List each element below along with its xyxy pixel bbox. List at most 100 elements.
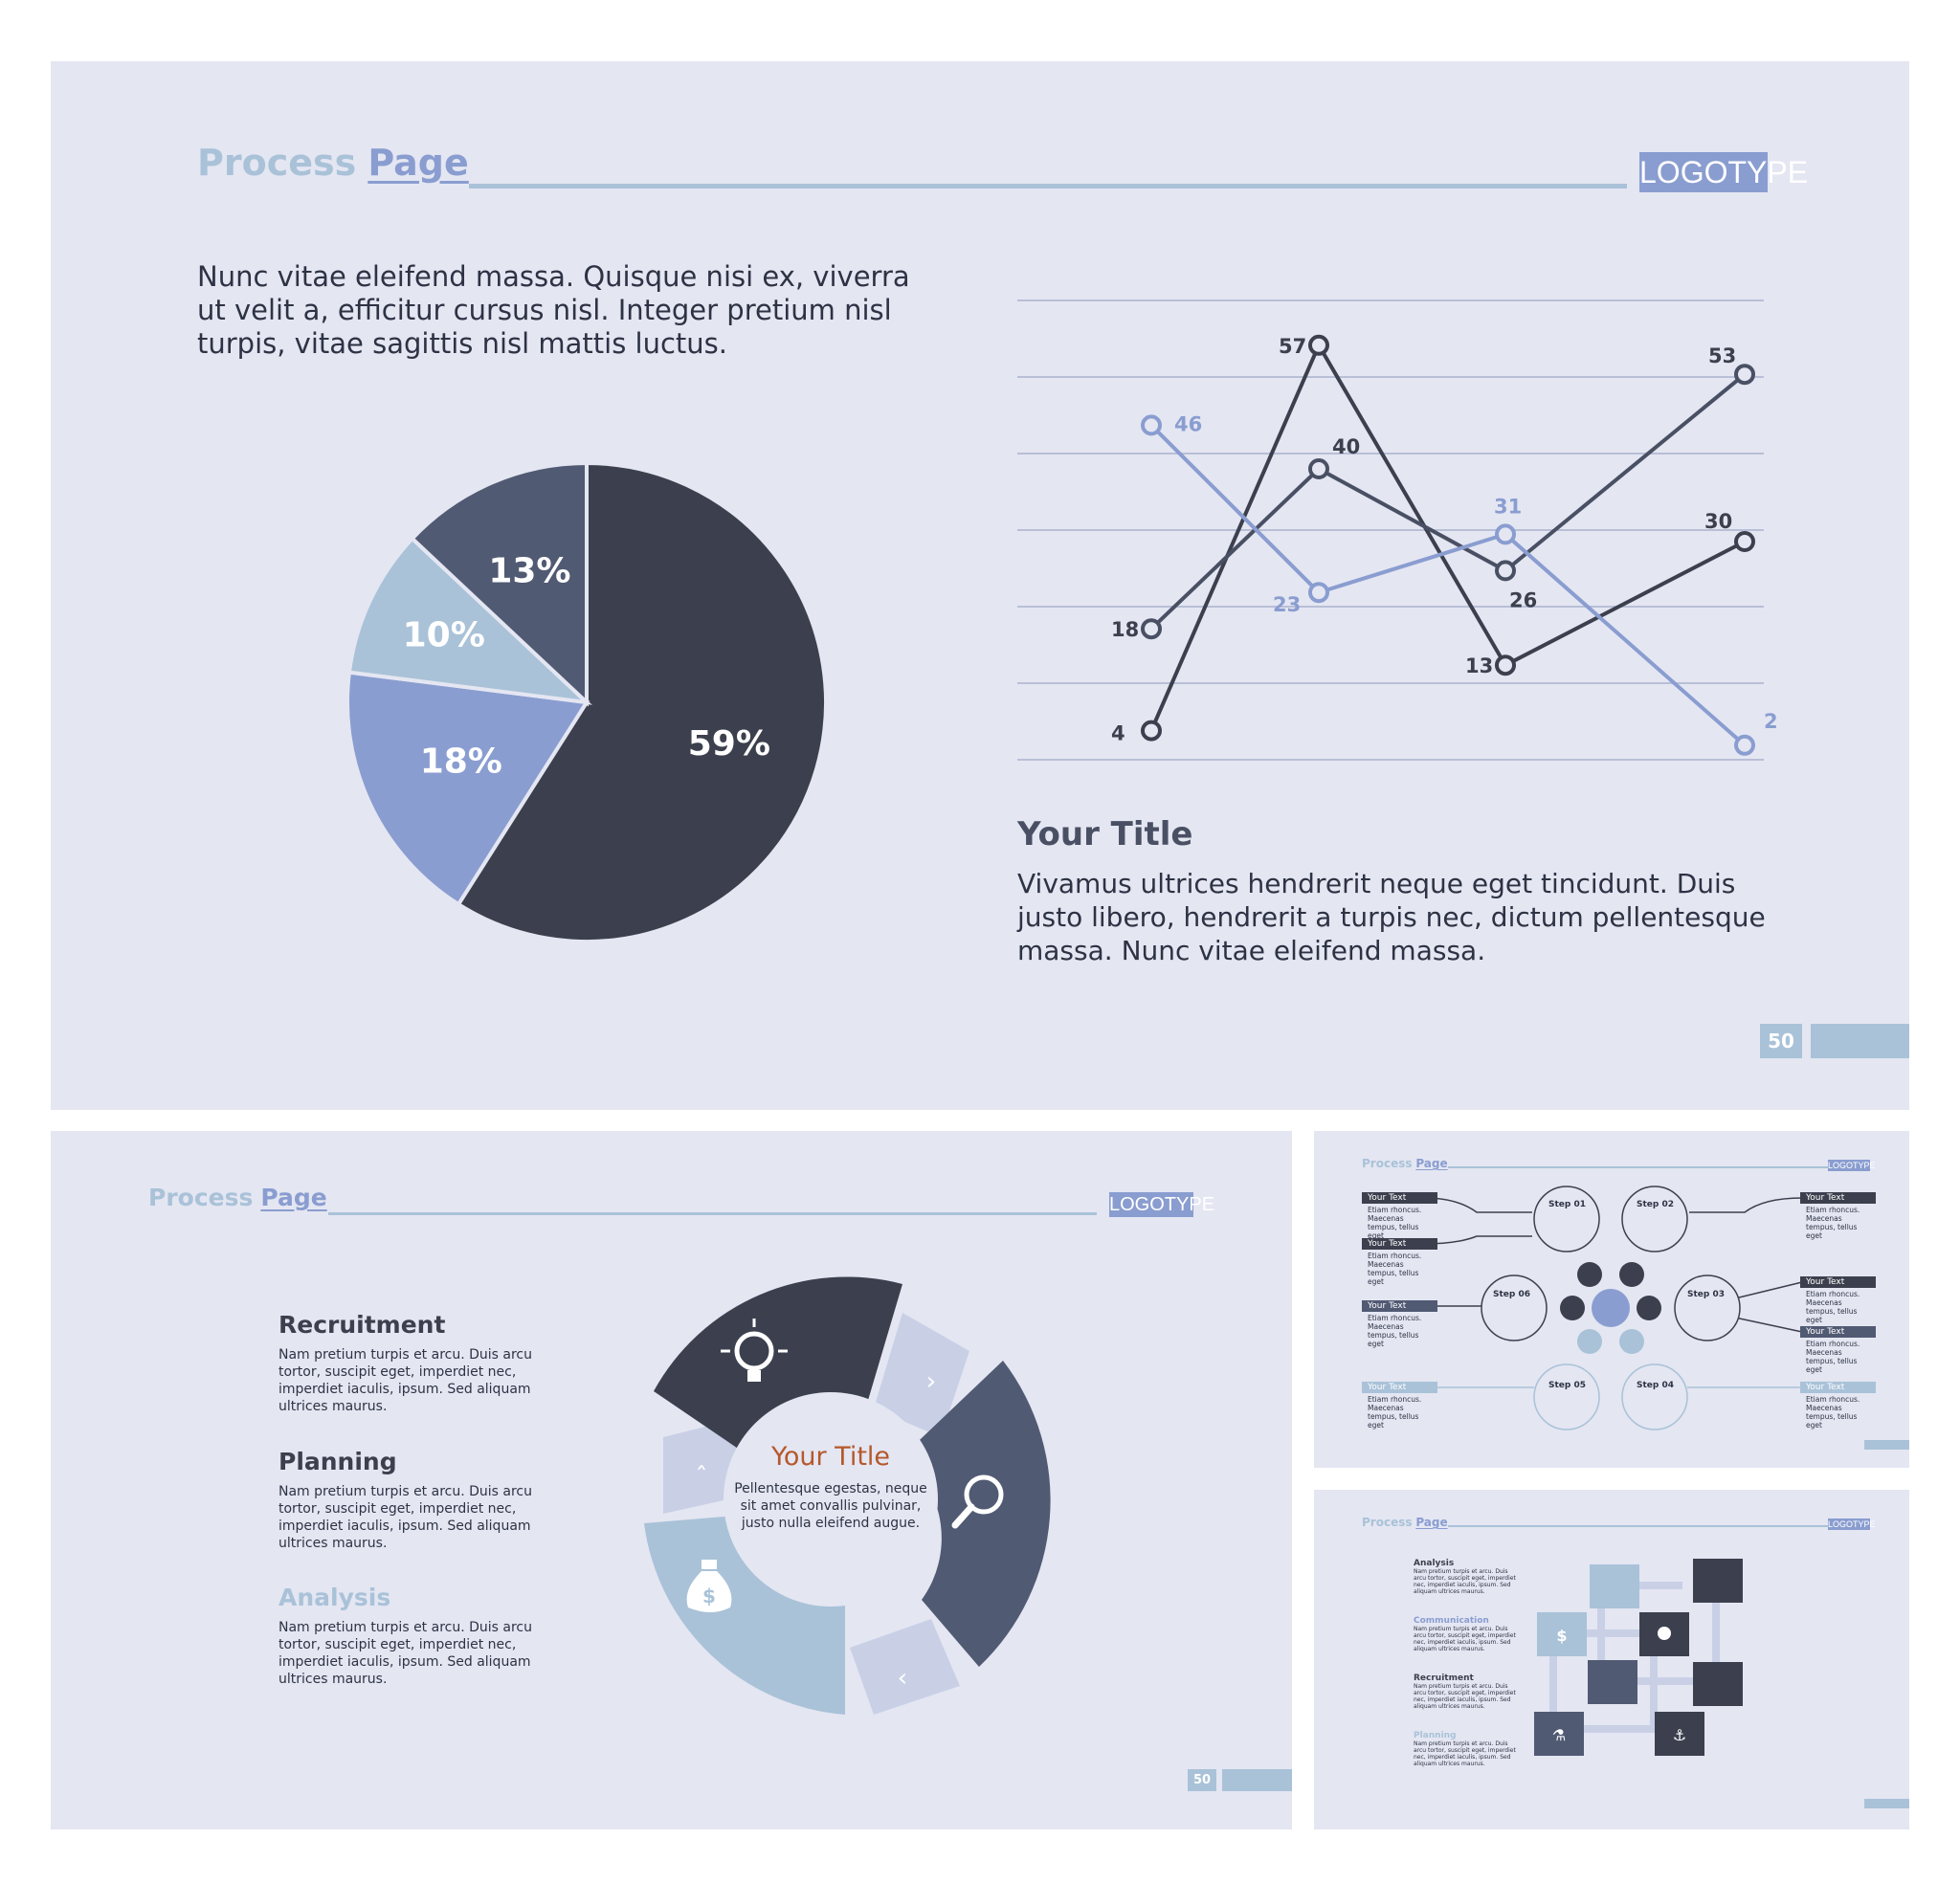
section-title: Your Title — [1017, 815, 1193, 853]
page-bar — [1222, 1769, 1292, 1791]
data-label: 13 — [1465, 654, 1493, 677]
item-body: Nam pretium turpis et arcu. Duis arcu to… — [278, 1347, 533, 1414]
lightbulb-icon — [1577, 1262, 1602, 1287]
item-body: Nam pretium turpis et arcu. Duis arcu to… — [1414, 1626, 1516, 1652]
page-bar — [1864, 1799, 1909, 1808]
line-labels: 4 57 13 30 18 40 26 53 46 23 31 2 — [1111, 335, 1778, 745]
data-label: 23 — [1273, 593, 1301, 616]
center-title: Your Title — [770, 1442, 891, 1472]
cycle-slide: Process Page LOGOTYPE Recruitment Nam pr… — [51, 1131, 1292, 1829]
segment-bottom — [644, 1514, 845, 1715]
page-bar — [1811, 1024, 1909, 1058]
title-part-process: Process — [197, 142, 357, 184]
pencil-icon — [1619, 1262, 1644, 1287]
cube-dark — [1693, 1559, 1743, 1603]
steps-diagram — [1423, 1186, 1803, 1430]
pie-slice-label: 10% — [403, 616, 485, 655]
your-text-label: Your Text — [1362, 1382, 1437, 1393]
step-bubble-02 — [1621, 1186, 1688, 1252]
your-text-snippet: Etiam rhoncus. Maecenas tempus, tellus e… — [1806, 1340, 1860, 1374]
pie-labels: 59% 18% 10%13% — [403, 551, 770, 781]
series-point — [1308, 458, 1329, 479]
title-rule — [1448, 1525, 1848, 1527]
pie-chart: 59% 18% 10%13% — [345, 460, 828, 943]
segment-top — [654, 1276, 902, 1456]
cube-mid — [1588, 1660, 1637, 1704]
logotype: LOGOTYPE — [1639, 152, 1808, 192]
item-body: Nam pretium turpis et arcu. Duis arcu to… — [1414, 1683, 1516, 1710]
cube-item-communication: Communication Nam pretium turpis et arcu… — [1414, 1616, 1519, 1652]
line-grid — [1017, 299, 1764, 761]
cube-item-recruitment: Recruitment Nam pretium turpis et arcu. … — [1414, 1673, 1519, 1710]
section-body: Vivamus ultrices hendrerit neque eget ti… — [1017, 868, 1766, 966]
item-body: Nam pretium turpis et arcu. Duis arcu to… — [1414, 1568, 1516, 1595]
series-line — [1149, 423, 1747, 747]
item-heading: Recruitment — [278, 1311, 446, 1339]
step-label: Step 02 — [1637, 1200, 1674, 1209]
cube-dark — [1693, 1662, 1743, 1706]
title-part-process: Process — [1362, 1516, 1413, 1529]
series-point — [1734, 531, 1755, 552]
connector-line — [1734, 1281, 1803, 1299]
cube-dark-anchor — [1655, 1712, 1704, 1756]
your-text-label: Your Text — [1800, 1192, 1876, 1204]
series-line — [1149, 341, 1746, 732]
your-text-snippet: Etiam rhoncus. Maecenas tempus, tellus e… — [1368, 1252, 1422, 1286]
steps-slide: Process Page LOGOTYPE — [1314, 1131, 1909, 1468]
connector-arrow-right — [874, 1313, 969, 1437]
page-number: 50 — [1760, 1024, 1802, 1058]
pie-slice — [345, 670, 590, 907]
pie-slice — [456, 460, 828, 943]
pie-slice-label: 59% — [688, 724, 770, 764]
your-text-snippet: Etiam rhoncus. Maecenas tempus, tellus e… — [1368, 1395, 1422, 1430]
series-point — [1308, 582, 1329, 604]
line-series — [1141, 334, 1755, 756]
logotype: LOGOTYPE — [1828, 1518, 1876, 1530]
your-text-label: Your Text — [1800, 1382, 1876, 1393]
step-label: Step 03 — [1687, 1290, 1725, 1299]
series-point — [1141, 720, 1162, 742]
title-part-page: Page — [260, 1184, 327, 1211]
slide-title: Process Page — [1362, 1157, 1448, 1170]
center-body: Pellentesque egestas, neque sit amet con… — [734, 1481, 927, 1531]
data-label: 31 — [1494, 495, 1522, 518]
your-text-label: Your Text — [1362, 1238, 1437, 1250]
item-body: Nam pretium turpis et arcu. Duis arcu to… — [1414, 1740, 1516, 1767]
svg-text:$: $ — [702, 1585, 716, 1607]
step-label: Step 04 — [1637, 1381, 1674, 1390]
lightbulb-icon — [721, 1319, 788, 1382]
pie-slice — [346, 536, 592, 705]
slide-title: Process Page — [148, 1184, 327, 1211]
item-body: Nam pretium turpis et arcu. Duis arcu to… — [278, 1620, 533, 1687]
series-point — [1141, 618, 1162, 640]
data-label: 26 — [1509, 588, 1537, 611]
data-label: 57 — [1279, 335, 1306, 358]
your-text-snippet: Etiam rhoncus. Maecenas tempus, tellus e… — [1806, 1395, 1860, 1430]
item-recruitment: Recruitment Nam pretium turpis et arcu. … — [278, 1311, 556, 1415]
cube-light-money — [1537, 1612, 1587, 1656]
step-bubble-06 — [1481, 1274, 1548, 1341]
title-rule — [469, 184, 1627, 188]
item-analysis: Analysis Nam pretium turpis et arcu. Dui… — [278, 1584, 556, 1688]
page-bar — [1864, 1440, 1909, 1450]
data-label: 2 — [1764, 710, 1778, 733]
data-label: 18 — [1111, 618, 1139, 641]
anchor-icon — [1577, 1329, 1602, 1354]
chevron-icon: ˆ — [696, 1463, 708, 1492]
item-heading: Planning — [1414, 1731, 1457, 1740]
lightbulb-icon — [1658, 1627, 1671, 1640]
title-part-process: Process — [1362, 1157, 1413, 1170]
cube-mid-flask — [1534, 1712, 1584, 1756]
pie-slice-label: 18% — [420, 743, 502, 782]
pie-slice-label: 13% — [488, 551, 570, 590]
slide-title: Process Page — [197, 142, 469, 184]
logotype: LOGOTYPE — [1828, 1160, 1876, 1171]
slide-title: Process Page — [1362, 1516, 1448, 1529]
your-text-label: Your Text — [1800, 1276, 1876, 1288]
your-text-snippet: Etiam rhoncus. Maecenas tempus, tellus e… — [1806, 1206, 1860, 1240]
pie-slices — [345, 460, 828, 943]
item-heading: Recruitment — [1414, 1673, 1474, 1683]
title-part-page: Page — [1415, 1157, 1448, 1170]
your-text-snippet: Etiam rhoncus. Maecenas tempus, tellus e… — [1806, 1290, 1860, 1324]
title-rule — [1448, 1166, 1848, 1168]
